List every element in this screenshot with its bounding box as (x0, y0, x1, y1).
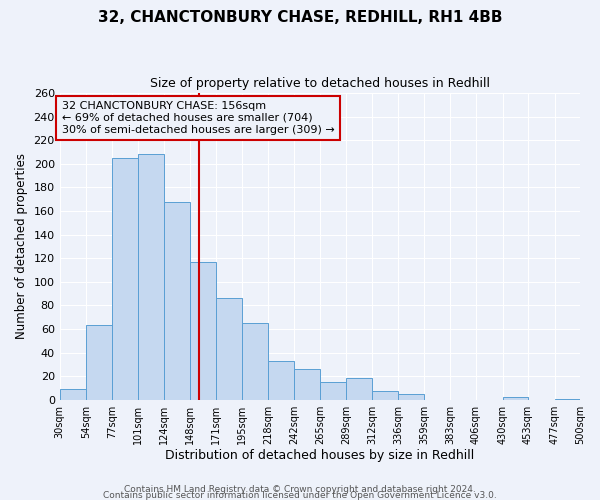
Bar (372, 392, 398, 400)
Bar (242, 323, 268, 400)
Bar (112, 158, 138, 400)
Y-axis label: Number of detached properties: Number of detached properties (15, 154, 28, 340)
Bar (346, 378, 372, 400)
Text: 32, CHANCTONBURY CHASE, REDHILL, RH1 4BB: 32, CHANCTONBURY CHASE, REDHILL, RH1 4BB (98, 10, 502, 25)
Title: Size of property relative to detached houses in Redhill: Size of property relative to detached ho… (150, 78, 490, 90)
Bar (138, 154, 164, 400)
Text: 32 CHANCTONBURY CHASE: 156sqm
← 69% of detached houses are smaller (704)
30% of : 32 CHANCTONBURY CHASE: 156sqm ← 69% of d… (62, 102, 335, 134)
Text: Contains HM Land Registry data © Crown copyright and database right 2024.: Contains HM Land Registry data © Crown c… (124, 484, 476, 494)
Bar (295, 369, 320, 400)
Bar (190, 262, 216, 400)
Bar (554, 398, 580, 400)
Bar (320, 382, 346, 400)
Text: Contains public sector information licensed under the Open Government Licence v3: Contains public sector information licen… (103, 490, 497, 500)
Bar (268, 361, 295, 400)
Bar (59, 389, 86, 400)
Bar (398, 394, 424, 400)
Bar (216, 298, 242, 400)
Bar (503, 398, 528, 400)
Bar (86, 326, 112, 400)
Bar (164, 202, 190, 400)
X-axis label: Distribution of detached houses by size in Redhill: Distribution of detached houses by size … (165, 450, 475, 462)
